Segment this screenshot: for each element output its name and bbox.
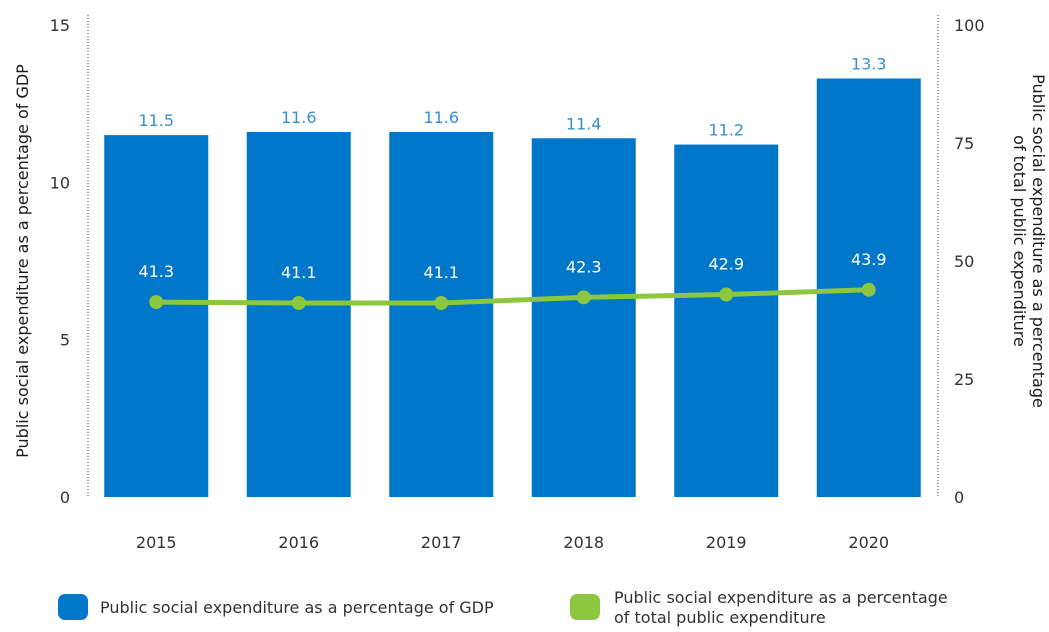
left-y-axis: 0 5 10 15 Public social expenditure as a per… — [13, 15, 89, 507]
left-axis-title: Public social expenditure as a percentag… — [13, 64, 32, 458]
line-series: 41.3 41.1 41.1 42.3 42.9 43.9 — [138, 250, 887, 311]
x-axis: 2015 2016 2017 2018 2019 2020 — [136, 533, 889, 552]
left-tick-label: 0 — [60, 488, 70, 507]
left-tick-label: 10 — [50, 173, 70, 192]
bar-value-label: 13.3 — [851, 54, 887, 73]
bar — [389, 131, 494, 497]
series-line — [156, 287, 869, 306]
line-point — [434, 296, 449, 311]
x-tick-label: 2018 — [563, 533, 604, 552]
line-point — [719, 287, 734, 302]
bar-value-label: 11.5 — [138, 111, 174, 130]
x-tick-label: 2020 — [848, 533, 889, 552]
right-tick-label: 25 — [954, 370, 974, 389]
right-y-axis: 0 25 50 75 100 Public social expenditure as a… — [937, 15, 1048, 507]
line-value-label: 42.3 — [566, 257, 602, 276]
legend-label-line: Public social expenditure as a percentag… — [614, 588, 948, 607]
bar-series: 11.5 11.6 11.6 11.4 11.2 13.3 — [104, 54, 921, 497]
bar-value-label: 11.6 — [423, 108, 459, 127]
line-value-label: 41.1 — [281, 263, 317, 282]
right-axis-title: Public social expenditure as a percentag… — [1010, 74, 1048, 408]
line-point — [149, 295, 164, 310]
bar — [104, 135, 209, 497]
x-tick-label: 2019 — [706, 533, 747, 552]
line-value-label: 43.9 — [851, 250, 887, 269]
right-axis-title-line: of total public expenditure — [1010, 135, 1029, 347]
legend-swatch — [58, 594, 88, 620]
right-tick-label: 75 — [954, 134, 974, 153]
x-tick-label: 2016 — [278, 533, 319, 552]
bar — [531, 138, 636, 497]
line-value-label: 41.1 — [423, 263, 459, 282]
left-tick-label: 5 — [60, 331, 70, 350]
bar-value-label: 11.6 — [281, 108, 317, 127]
bar-value-label: 11.2 — [708, 121, 744, 140]
legend-swatch — [570, 594, 600, 620]
right-axis-title-line: Public social expenditure as a percentag… — [1029, 74, 1048, 408]
bar-value-label: 11.4 — [566, 114, 602, 133]
legend: Public social expenditure as a percentag… — [58, 588, 948, 627]
right-tick-label: 100 — [954, 16, 985, 35]
right-tick-label: 50 — [954, 252, 974, 271]
legend-label: Public social expenditure as a percentag… — [100, 598, 494, 617]
line-value-label: 41.3 — [138, 262, 174, 281]
bar — [674, 144, 779, 497]
legend-label-line: Public social expenditure as a percentag… — [100, 598, 494, 617]
line-point — [291, 296, 306, 311]
line-value-label: 42.9 — [708, 255, 744, 274]
left-tick-label: 15 — [50, 16, 70, 35]
x-tick-label: 2017 — [421, 533, 462, 552]
line-point — [576, 290, 591, 305]
right-tick-label: 0 — [954, 488, 964, 507]
x-tick-label: 2015 — [136, 533, 177, 552]
legend-label: Public social expenditure as a percentag… — [614, 588, 948, 627]
legend-label-line: of total public expenditure — [614, 608, 826, 627]
line-point — [861, 282, 876, 297]
bar — [246, 131, 351, 497]
